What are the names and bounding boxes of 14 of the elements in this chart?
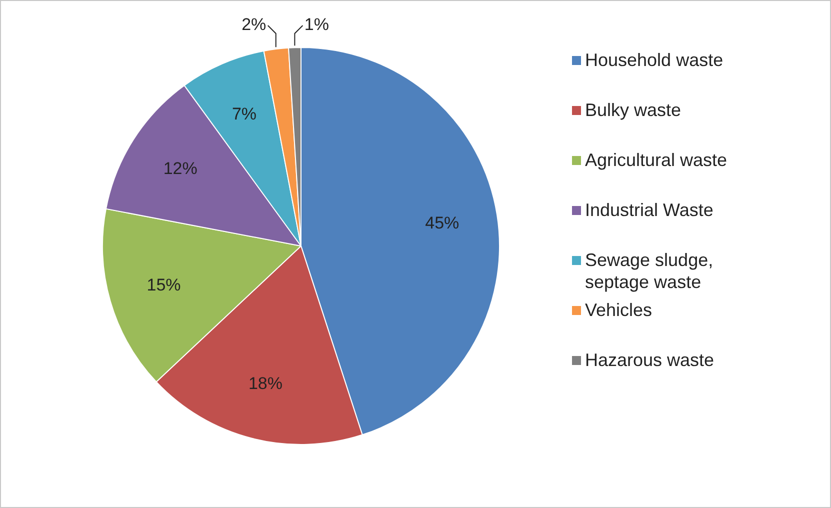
data-label: 18% <box>248 374 282 394</box>
legend-label: Sewage sludge, septage waste <box>585 249 714 293</box>
legend-label: Household waste <box>585 49 724 71</box>
data-label: 12% <box>163 159 198 178</box>
data-label: 1% <box>304 15 329 34</box>
data-label: 45% <box>425 213 460 232</box>
data-label: 7% <box>232 104 257 124</box>
legend-label: Industrial Waste <box>585 199 714 221</box>
legend-label: Agricultural waste <box>585 149 728 171</box>
legend-label: Bulky waste <box>585 99 682 121</box>
data-label: 15% <box>146 276 181 295</box>
legend-label: Vehicles <box>585 299 654 321</box>
legend-label: Hazarous waste <box>585 349 716 371</box>
data-label: 2% <box>242 15 266 34</box>
